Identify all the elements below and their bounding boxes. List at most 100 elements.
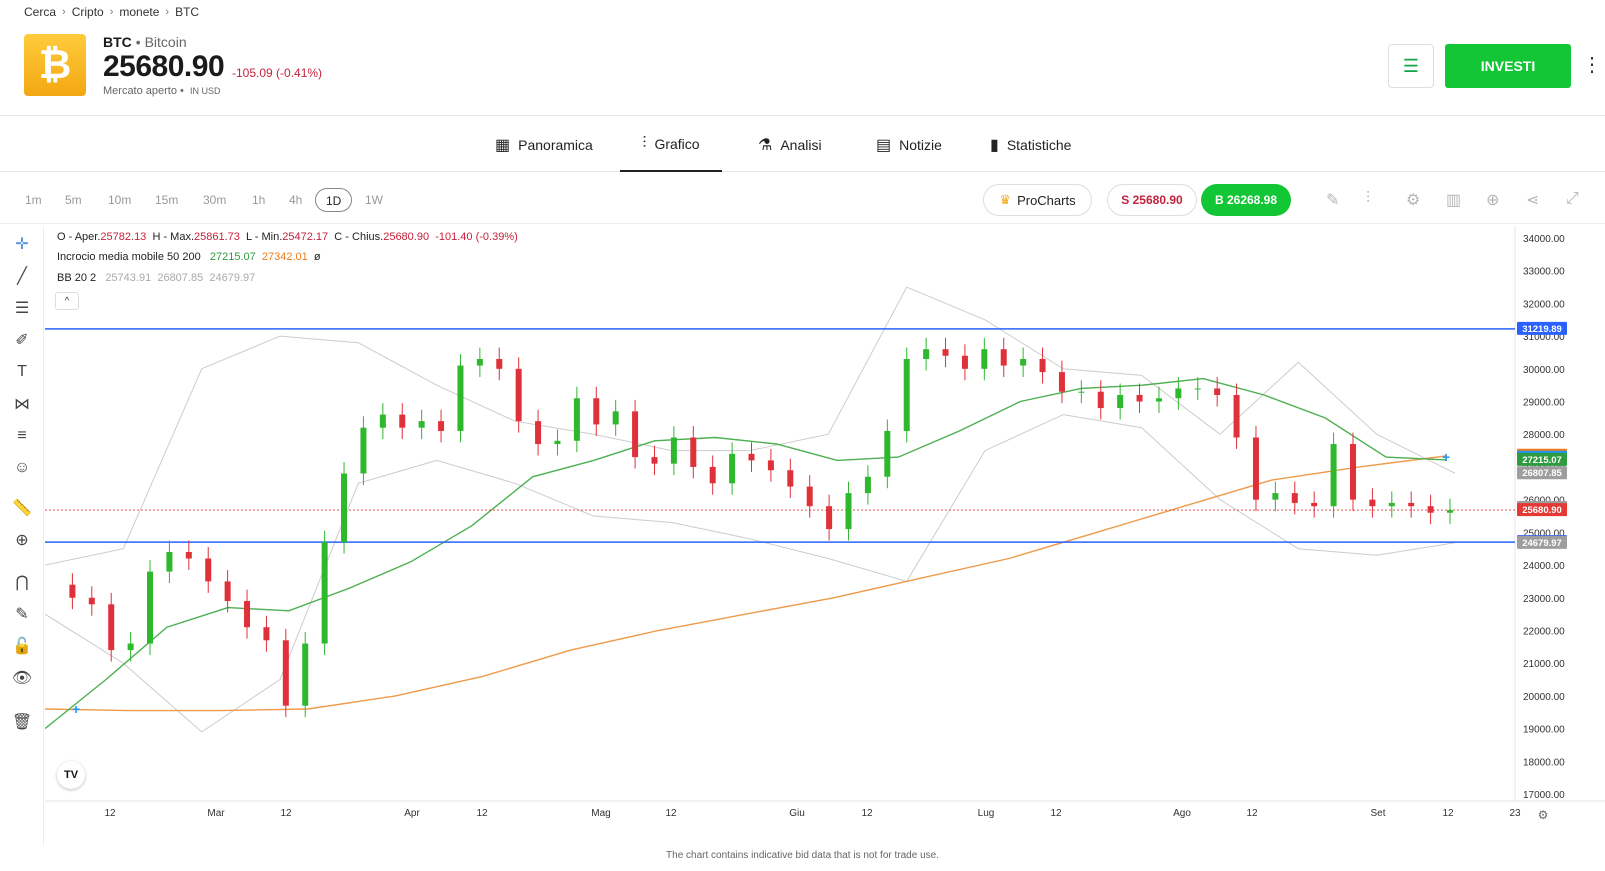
price-label-text: 31219.89	[1522, 324, 1562, 335]
tab-analisi[interactable]: ⚗ Analisi	[758, 117, 822, 172]
timeframe-10m[interactable]: 10m	[108, 193, 132, 207]
price-label-badge	[1517, 535, 1567, 549]
timeframe-4h[interactable]: 4h	[289, 193, 303, 207]
invest-button[interactable]: INVESTI	[1445, 44, 1571, 88]
pattern-icon[interactable]: ⋈	[14, 396, 30, 413]
tab-label: Panoramica	[518, 136, 593, 153]
tab-panoramica[interactable]: ▦ Panoramica	[495, 117, 593, 172]
x-tick-label: 12	[1442, 808, 1454, 819]
bars-icon: ▮	[990, 136, 999, 154]
lock-icon[interactable]: 🔓	[12, 638, 32, 655]
asset-header: ₿ BTC • Bitcoin 25680.90 -105.09 (-0.41%)…	[0, 28, 1605, 116]
candle-body	[942, 349, 949, 356]
candle-body	[1311, 502, 1318, 507]
ma50-value: 27215.07	[209, 251, 256, 263]
watchlist-button[interactable]: ☰	[1388, 44, 1434, 88]
price-chart[interactable]: 34000.00 33000.00 32000.00 31000.00 30000.00…	[44, 226, 1605, 846]
zoom-in-icon[interactable]: ⊕	[15, 532, 29, 549]
breadcrumb-item[interactable]: Cerca	[24, 5, 57, 19]
ma-label: Incrocio media mobile 50 200	[57, 251, 201, 263]
prediction-icon[interactable]: ≡	[17, 427, 27, 444]
y-tick-label: 17000.00	[1523, 790, 1565, 801]
candle-body	[108, 604, 115, 651]
candle-body	[476, 359, 483, 366]
currency-text: IN USD	[189, 86, 221, 96]
sell-button[interactable]: S 25680.90	[1107, 184, 1197, 216]
horizontal-lines-icon[interactable]: ☰	[14, 300, 30, 317]
collapse-legend-button[interactable]: ^	[55, 292, 79, 310]
lock-drawing-icon[interactable]: ✎	[15, 606, 29, 623]
emoji-icon[interactable]: ☺	[13, 459, 31, 476]
candle-body	[1272, 493, 1279, 500]
tradingview-logo-icon[interactable]: TV	[57, 761, 85, 789]
bb-legend[interactable]: BB 20 2 25743.91 26807.85 24679.97	[57, 272, 255, 284]
magnet-icon[interactable]: ⋂	[15, 574, 29, 591]
ruler-icon[interactable]: 📏	[12, 500, 32, 517]
symbol-text: BTC	[103, 34, 132, 50]
chart-toolbar: 1m 5m 10m 15m 30m 1h 4h 1D 1W ♛ ProCharts…	[0, 176, 1605, 224]
y-tick-label: 21000.00	[1523, 659, 1565, 670]
candle-body	[438, 421, 445, 431]
more-options-icon[interactable]: ⋮	[1582, 54, 1602, 76]
x-tick-label: 12	[665, 808, 677, 819]
candle-body	[903, 359, 910, 431]
price-label-badge	[1517, 503, 1567, 517]
crosshair-icon[interactable]: ✛	[15, 236, 29, 253]
candle-body	[709, 466, 716, 484]
price-label-text: 27215.07	[1522, 455, 1562, 466]
fullscreen-icon[interactable]: ⤢	[1566, 190, 1579, 207]
timeframe-15m[interactable]: 15m	[155, 193, 179, 207]
pencil-icon[interactable]: ✎	[1326, 192, 1340, 209]
candle-body	[1117, 394, 1124, 409]
bb-lower-line	[44, 414, 1456, 733]
trend-line-icon[interactable]: ╱	[17, 268, 27, 285]
cross-marker-icon: +	[72, 701, 80, 717]
tab-statistiche[interactable]: ▮ Statistiche	[990, 117, 1071, 172]
candle-body	[1388, 502, 1395, 507]
eye-icon[interactable]: 👁	[11, 670, 33, 687]
brush-icon[interactable]: ✐	[15, 332, 29, 349]
add-icon[interactable]: ⊕	[1486, 192, 1500, 209]
candle-type-icon[interactable]: ⫶	[1366, 190, 1371, 207]
timeframe-5m[interactable]: 5m	[65, 193, 82, 207]
candle-body	[1194, 388, 1201, 390]
low-value: 25472.17	[282, 231, 329, 243]
x-tick-label: Giu	[789, 808, 805, 819]
open-label: O - Aper.	[57, 231, 101, 243]
indicators-icon[interactable]: ▥	[1446, 192, 1462, 209]
timeframe-1d[interactable]: 1D	[315, 188, 353, 212]
price-label-text: 26807.85	[1522, 468, 1562, 479]
candle-body	[244, 601, 251, 628]
candles-icon: ⫶	[642, 134, 647, 152]
timeframe-30m[interactable]: 30m	[203, 193, 227, 207]
share-icon[interactable]: ⋖	[1526, 192, 1540, 209]
breadcrumb-item[interactable]: monete	[119, 5, 160, 19]
timeframe-1w[interactable]: 1W	[365, 193, 383, 207]
timeframe-1h[interactable]: 1h	[252, 193, 266, 207]
trash-icon[interactable]: 🗑	[11, 714, 33, 731]
x-tick-label: Ago	[1173, 808, 1191, 819]
procharts-button[interactable]: ♛ ProCharts	[983, 184, 1092, 216]
x-tick-label: Set	[1370, 808, 1385, 819]
candle-body	[1039, 359, 1046, 373]
chevron-up-icon: ^	[64, 295, 70, 307]
tab-notizie[interactable]: ▤ Notizie	[876, 117, 942, 172]
ohlc-legend: O - Aper.25782.13 H - Max.25861.73 L - M…	[57, 231, 518, 243]
text-icon[interactable]: T	[17, 363, 27, 380]
x-tick-label: Mag	[591, 808, 610, 819]
tab-grafico[interactable]: ⫶ Grafico	[620, 117, 722, 172]
ma50-line	[44, 377, 1448, 730]
candle-body	[806, 486, 813, 507]
candle-body	[88, 597, 95, 605]
breadcrumb-item[interactable]: Cripto	[71, 5, 104, 19]
gear-icon[interactable]: ⚙	[1406, 192, 1421, 209]
candle-body	[748, 453, 755, 461]
price-chart-area[interactable]: 34000.00 33000.00 32000.00 31000.00 30000.00…	[44, 226, 1605, 846]
asset-symbol: BTC • Bitcoin	[103, 34, 187, 50]
buy-button[interactable]: B 26268.98	[1201, 184, 1291, 216]
crown-icon: ♛	[999, 192, 1012, 207]
timeframe-1m[interactable]: 1m	[25, 193, 42, 207]
tab-bar: ▦ Panoramica ⫶ Grafico ⚗ Analisi ▤ Notizie ▮…	[0, 117, 1605, 172]
ma-legend[interactable]: Incrocio media mobile 50 200 27215.07 27…	[57, 251, 321, 263]
ma200-line	[44, 455, 1448, 712]
